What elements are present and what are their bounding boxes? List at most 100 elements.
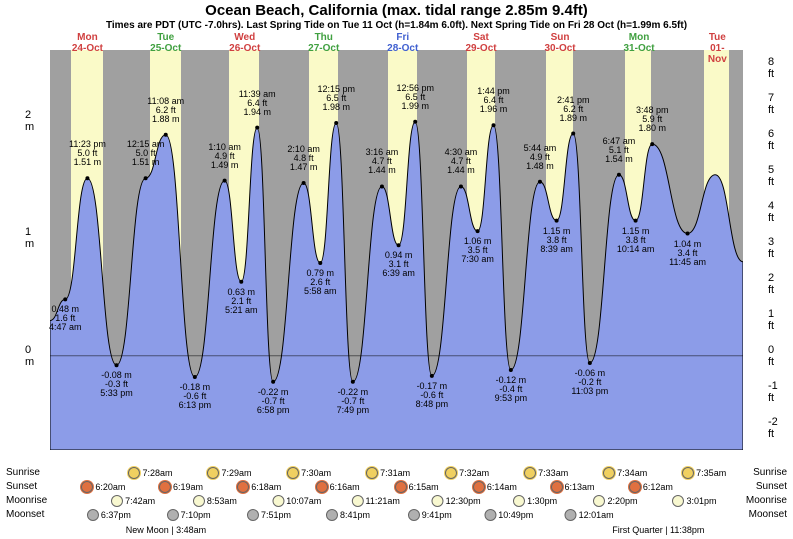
sun-icon <box>473 481 485 493</box>
moon-icon <box>484 509 496 521</box>
tide-annotation: 6:47 am5.1 ft1.54 m <box>603 137 636 164</box>
tide-annotation: 0.63 m2.1 ft5:21 am <box>225 288 258 315</box>
sunset-time: 6:14am <box>473 481 517 493</box>
day-label: Mon31-Oct <box>623 32 654 54</box>
tide-annotation: -0.08 m-0.3 ft5:33 pm <box>100 371 133 398</box>
sun-icon <box>287 467 299 479</box>
day-label: Sat29-Oct <box>465 32 496 54</box>
y-tick-right: 5 ft <box>768 164 774 188</box>
sun-icon <box>237 481 249 493</box>
tide-annotation: 12:56 pm6.5 ft1.99 m <box>396 84 434 111</box>
moonset-time: 9:41pm <box>408 509 452 521</box>
tide-annotation: 0.79 m2.6 ft5:58 am <box>304 269 337 296</box>
tide-annotation: 3:48 pm5.9 ft1.80 m <box>636 106 669 133</box>
moon-icon <box>352 495 364 507</box>
day-label: Thu27-Oct <box>308 32 339 54</box>
y-tick-right: 8 ft <box>768 56 774 80</box>
tide-annotation: 2:10 am4.8 ft1.47 m <box>287 145 320 172</box>
moon-phase-label: New Moon | 3:48am <box>126 525 206 535</box>
tide-annotation: -0.22 m-0.7 ft6:58 pm <box>257 388 290 415</box>
tide-annotation: 11:08 am6.2 ft1.88 m <box>147 97 184 124</box>
moonset-time: 6:37pm <box>87 509 131 521</box>
sunset-label-right: Sunset <box>756 481 787 492</box>
sunrise-label-left: Sunrise <box>6 467 40 478</box>
moonrise-label-left: Moonrise <box>6 495 47 506</box>
moonset-time: 8:41pm <box>326 509 370 521</box>
moonset-time: 12:01am <box>565 509 614 521</box>
sunrise-time: 7:29am <box>207 467 251 479</box>
sunrise-time: 7:30am <box>287 467 331 479</box>
tide-annotation: -0.18 m-0.6 ft6:13 pm <box>179 383 212 410</box>
sun-icon <box>159 481 171 493</box>
sun-icon <box>128 467 140 479</box>
tide-annotation: 2:41 pm6.2 ft1.89 m <box>557 96 590 123</box>
tide-annotation: 1:44 pm6.4 ft1.96 m <box>477 87 510 114</box>
moonset-label-left: Moonset <box>6 509 44 520</box>
sunset-time: 6:15am <box>395 481 439 493</box>
y-tick-right: 0 ft <box>768 344 774 368</box>
day-label: Tue01-Nov <box>705 32 731 65</box>
sunset-time: 6:19am <box>159 481 203 493</box>
sunrise-time: 7:34am <box>603 467 647 479</box>
astronomical-info: SunriseSunrise7:28am7:29am7:30am7:31am7:… <box>0 467 793 539</box>
tide-annotation: 4:30 am4.7 ft1.44 m <box>445 148 478 175</box>
moonrise-time: 3:01pm <box>672 495 716 507</box>
moon-icon <box>326 509 338 521</box>
moon-phase-label: First Quarter | 11:38pm <box>612 525 704 535</box>
sunset-time: 6:13am <box>551 481 595 493</box>
moonset-row: 6:37pm 7:10pm 7:51pm 8:41pm 9:41pm 10:49pm 12:… <box>50 509 743 523</box>
y-tick-right: 1 ft <box>768 308 774 332</box>
day-label: Mon24-Oct <box>72 32 103 54</box>
sunrise-time: 7:35am <box>682 467 726 479</box>
moonrise-time: 10:07am <box>272 495 321 507</box>
sun-icon <box>395 481 407 493</box>
y-tick-left: 1 m <box>25 226 34 250</box>
moonrise-time: 7:42am <box>111 495 155 507</box>
sunrise-row: 7:28am7:29am7:30am7:31am7:32am7:33am7:34… <box>50 467 743 481</box>
chart-title: Ocean Beach, California (max. tidal rang… <box>0 2 793 19</box>
moonset-time: 7:10pm <box>167 509 211 521</box>
y-tick-right: 2 ft <box>768 272 774 296</box>
y-tick-right: -1 ft <box>768 380 778 404</box>
moon-icon <box>247 509 259 521</box>
moonset-time: 7:51pm <box>247 509 291 521</box>
sun-icon <box>629 481 641 493</box>
moonrise-time: 12:30pm <box>432 495 481 507</box>
tide-annotation: 11:39 am6.4 ft1.94 m <box>239 90 276 117</box>
tide-annotation: 0.48 m1.6 ft4:47 am <box>49 305 82 332</box>
tide-annotation: 1.04 m3.4 ft11:45 am <box>669 240 706 267</box>
y-tick-left: 2 m <box>25 109 34 133</box>
moon-icon <box>167 509 179 521</box>
y-tick-right: 4 ft <box>768 200 774 224</box>
tide-annotation: 11:23 pm5.0 ft1.51 m <box>69 140 106 167</box>
moon-icon <box>672 495 684 507</box>
moonrise-time: 11:21am <box>352 495 400 507</box>
moon-icon <box>565 509 577 521</box>
tide-annotation: 0.94 m3.1 ft6:39 am <box>382 251 415 278</box>
sun-icon <box>524 467 536 479</box>
moon-icon <box>87 509 99 521</box>
y-tick-right: 7 ft <box>768 92 774 116</box>
sun-icon <box>551 481 563 493</box>
tide-annotation: -0.22 m-0.7 ft7:49 pm <box>337 388 370 415</box>
sun-icon <box>366 467 378 479</box>
sun-icon <box>603 467 615 479</box>
tide-annotation: 12:15 pm6.5 ft1.98 m <box>317 85 355 112</box>
day-label: Sun30-Oct <box>544 32 575 54</box>
sunset-label-left: Sunset <box>6 481 37 492</box>
tide-annotation: 1:10 am4.9 ft1.49 m <box>208 143 241 170</box>
sunset-time: 6:12am <box>629 481 673 493</box>
tide-annotation: 1.15 m3.8 ft10:14 am <box>617 227 655 254</box>
day-label: Fri28-Oct <box>387 32 418 54</box>
sun-icon <box>445 467 457 479</box>
y-tick-right: 3 ft <box>768 236 774 260</box>
tide-annotation: 1.15 m3.8 ft8:39 am <box>540 227 573 254</box>
moon-icon <box>193 495 205 507</box>
moonset-time: 10:49pm <box>484 509 533 521</box>
day-label: Tue25-Oct <box>150 32 181 54</box>
tide-chart: Ocean Beach, California (max. tidal rang… <box>0 0 793 539</box>
moonrise-label-right: Moonrise <box>746 495 787 506</box>
tide-annotation: 1.06 m3.5 ft7:30 am <box>461 237 494 264</box>
moonset-label-right: Moonset <box>749 509 787 520</box>
sunrise-time: 7:31am <box>366 467 410 479</box>
